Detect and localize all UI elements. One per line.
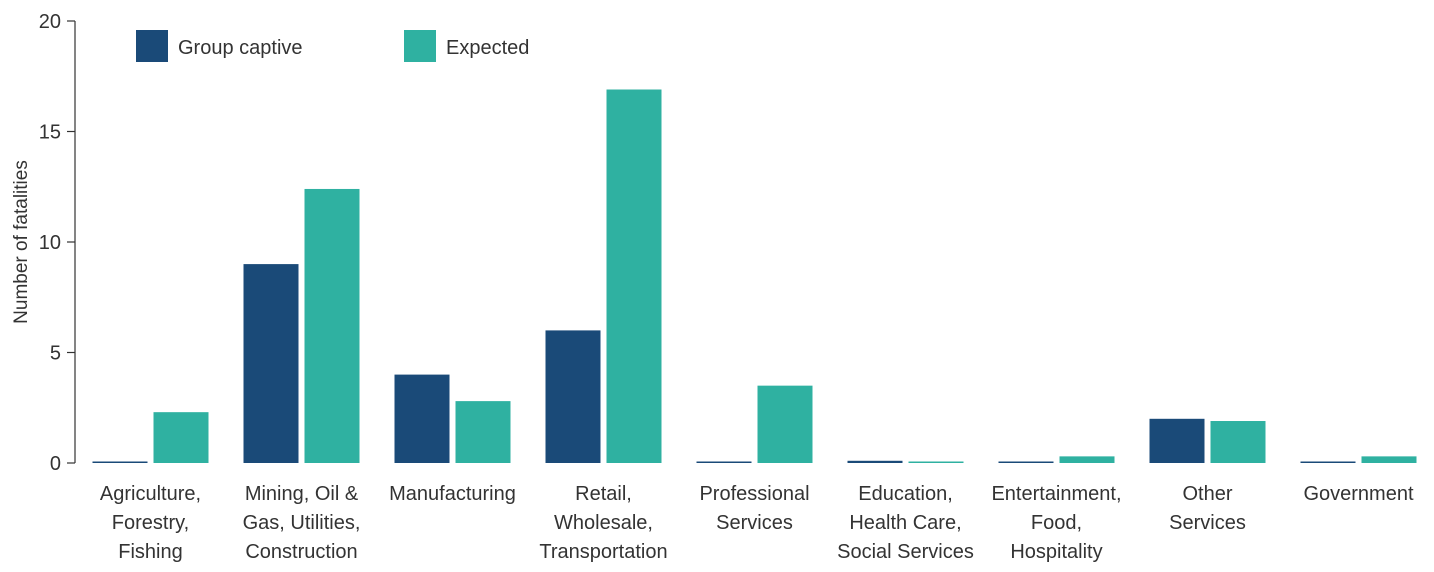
- legend-label: Expected: [446, 37, 529, 59]
- category-label-line: Education,: [858, 483, 953, 505]
- category-label-line: Professional: [699, 483, 809, 505]
- legend: Group captive Expected: [136, 30, 529, 62]
- y-tick-label: 20: [39, 11, 61, 33]
- category-label-line: Services: [1169, 512, 1246, 534]
- category-label-line: Transportation: [539, 541, 667, 563]
- bar-group-captive: [545, 330, 601, 463]
- bars: [92, 89, 1417, 463]
- category-label-line: Other: [1182, 483, 1232, 505]
- category-label: Mining, Oil & Gas, Utilities, Construction: [243, 483, 361, 563]
- category-label-line: Food,: [1031, 512, 1082, 534]
- category-label-line: Health Care,: [849, 512, 961, 534]
- category-label-line: Fishing: [118, 541, 182, 563]
- category-label: Education, Health Care, Social Services: [837, 483, 974, 563]
- y-axis-title: Number of fatalities: [11, 160, 32, 324]
- category-label-line: Services: [716, 512, 793, 534]
- y-tick-label: 10: [39, 232, 61, 254]
- category-label: Government: [1303, 483, 1413, 505]
- bar-expected: [455, 401, 511, 463]
- y-tick-label: 0: [50, 453, 61, 475]
- bar-group-captive: [696, 461, 752, 463]
- bar-group-captive: [243, 264, 299, 463]
- legend-swatch: [404, 30, 436, 62]
- bar-expected: [1059, 456, 1115, 463]
- axes: 0 5 10 15 20: [39, 11, 76, 475]
- category-label: Other Services: [1169, 483, 1246, 534]
- category-label-line: Entertainment,: [991, 483, 1121, 505]
- bar-expected: [153, 412, 209, 463]
- category-label-line: Agriculture,: [100, 483, 201, 505]
- category-label-line: Wholesale,: [554, 512, 653, 534]
- category-label-line: Construction: [245, 541, 357, 563]
- bar-group-captive: [1149, 418, 1205, 463]
- category-label-line: Gas, Utilities,: [243, 512, 361, 534]
- category-label-line: Mining, Oil &: [245, 483, 359, 505]
- bar-expected: [1210, 421, 1266, 463]
- y-tick-label: 5: [50, 343, 61, 365]
- bar-expected: [606, 89, 662, 463]
- category-label-line: Hospitality: [1010, 541, 1102, 563]
- category-label: Entertainment, Food, Hospitality: [991, 483, 1121, 563]
- category-label-line: Manufacturing: [389, 483, 516, 505]
- bar-group-captive: [394, 374, 450, 463]
- category-label-line: Retail,: [575, 483, 632, 505]
- category-label: Retail, Wholesale, Transportation: [539, 483, 667, 563]
- bar-expected: [908, 461, 964, 463]
- bar-expected: [757, 385, 813, 463]
- bar-group-captive: [1300, 461, 1356, 463]
- bar-group-captive: [998, 461, 1054, 463]
- category-label-line: Forestry,: [112, 512, 189, 534]
- y-tick-label: 15: [39, 122, 61, 144]
- category-label: Manufacturing: [389, 483, 516, 505]
- bar-expected: [1361, 456, 1417, 463]
- bar-expected: [304, 188, 360, 463]
- legend-label: Group captive: [178, 37, 303, 59]
- legend-swatch: [136, 30, 168, 62]
- category-labels: Agriculture, Forestry, Fishing Mining, Oil …: [100, 483, 1414, 563]
- bar-group-captive: [92, 461, 148, 463]
- category-label-line: Social Services: [837, 541, 974, 563]
- category-label: Agriculture, Forestry, Fishing: [100, 483, 201, 563]
- bar-group-captive: [847, 460, 903, 463]
- category-label: Professional Services: [699, 483, 809, 534]
- category-label-line: Government: [1303, 483, 1413, 505]
